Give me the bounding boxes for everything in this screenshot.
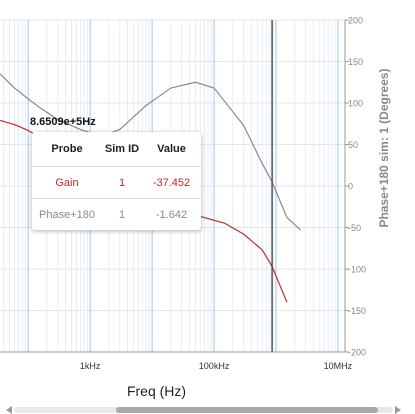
scroll-thumb[interactable]	[116, 407, 378, 413]
column-header-sim-id: Sim ID	[104, 143, 140, 155]
tooltip-table: Probe Sim ID Value Gain 1 -37.452 Phase+…	[32, 132, 201, 230]
series-line-phase-180	[0, 73, 302, 231]
tooltip-frequency: 8.6509e+5Hz	[30, 116, 96, 128]
cursor-tooltip: Probe Sim ID Value Gain 1 -37.452 Phase+…	[32, 132, 201, 230]
y-tick-label: -100	[348, 265, 366, 275]
y-tick-label: 100	[348, 99, 363, 109]
scroll-right-arrow-icon[interactable]	[395, 406, 401, 414]
tick-labels: 200 150 100 50 0 -50 -100 -150 -200 1kHz 100kHz 10M…	[80, 16, 366, 372]
tooltip-row-gain: Gain 1 -37.452	[32, 166, 201, 199]
probe-value: -37.452	[142, 166, 201, 199]
y-tick-label: 200	[348, 16, 363, 26]
probe-value: -1.642	[142, 198, 201, 230]
y-tick-label: -200	[348, 348, 366, 358]
y-tick-label: -150	[348, 306, 366, 316]
horizontal-scrollbar[interactable]	[6, 405, 401, 414]
tooltip-row-phase: Phase+180 1 -1.642	[32, 198, 201, 230]
column-header-probe: Probe	[51, 143, 83, 155]
probe-name: Gain	[32, 166, 102, 199]
x-tick-label: 1kHz	[80, 361, 101, 371]
scroll-left-arrow-icon[interactable]	[6, 406, 12, 414]
y-tick-label: 150	[348, 57, 363, 67]
x-tick-label: 100kHz	[199, 361, 230, 371]
sim-id: 1	[102, 198, 142, 230]
column-header-value: Value	[157, 143, 186, 155]
x-axis-label: Freq (Hz)	[126, 383, 187, 399]
x-tick-label: 10MHz	[324, 361, 353, 371]
y-tick-label: 0	[348, 182, 353, 192]
y-tick-label: -50	[348, 223, 361, 233]
probe-name: Phase+180	[32, 198, 102, 230]
sim-id: 1	[102, 166, 142, 199]
y-tick-label: 50	[348, 140, 358, 150]
y-axis-label-text: Phase+180 sim: 1 (Degrees)	[377, 68, 391, 228]
